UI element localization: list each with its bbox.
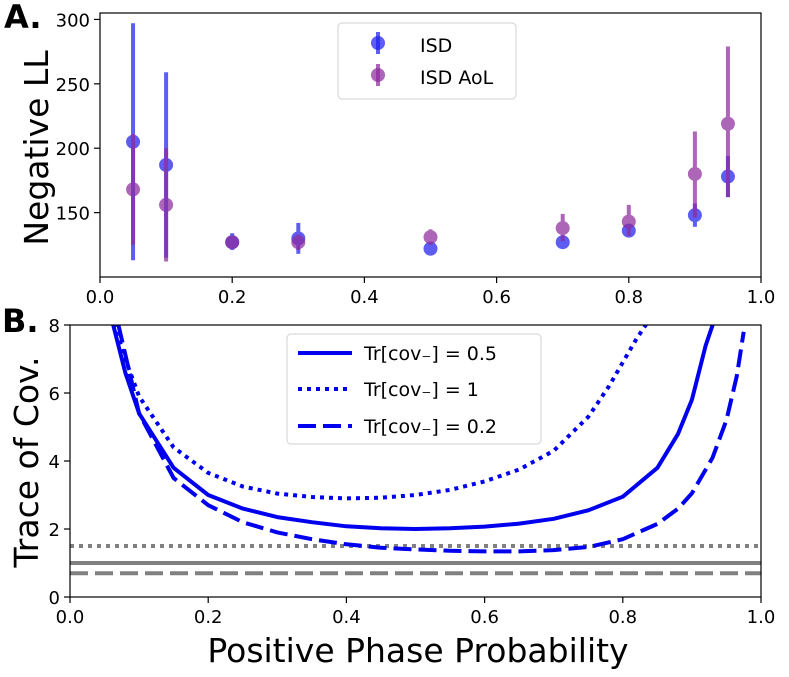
data-point xyxy=(423,241,438,256)
data-point xyxy=(423,230,438,245)
panel-b-x-tick-label: 0.2 xyxy=(194,607,223,628)
panel-b-x-tick-label: 0.8 xyxy=(608,607,637,628)
panel-b-x-tick-label: 0.0 xyxy=(56,607,85,628)
panel-a-y-tick-label: 200 xyxy=(56,139,90,160)
curve-series-2 xyxy=(116,325,746,554)
panel-a-y-tick-label: 250 xyxy=(56,75,90,96)
panel-b-legend: Tr[cov₋] = 0.5 Tr[cov₋] = 1 Tr[cov₋] = 0… xyxy=(286,333,542,445)
panel-a-x-tick-label: 0.8 xyxy=(614,287,643,308)
panel-b-y-tick-label: 6 xyxy=(49,384,60,405)
legend-label-cov-02: Tr[cov₋] = 0.2 xyxy=(363,416,497,438)
panel-b-y-axis-label: Trace of Cov. xyxy=(7,356,46,568)
legend-label-isd-aol: ISD AoL xyxy=(420,67,494,89)
panel-a-x-tick-label: 1.0 xyxy=(747,287,776,308)
legend-label-isd: ISD xyxy=(420,35,452,57)
data-point xyxy=(126,182,141,197)
legend-label-cov-05: Tr[cov₋] = 0.5 xyxy=(363,343,497,365)
data-point xyxy=(555,235,570,250)
data-point xyxy=(225,235,240,250)
curve-series-0 xyxy=(111,325,715,531)
panel-a-label: A. xyxy=(4,0,42,36)
panel-b-y-tick-label: 2 xyxy=(49,520,60,541)
panel-a-y-tick-label: 300 xyxy=(56,10,90,31)
panel-b-x-tick-label: 1.0 xyxy=(747,607,776,628)
panel-a-x-tick-label: 0.4 xyxy=(350,287,379,308)
legend-label-cov-1: Tr[cov₋] = 1 xyxy=(363,379,479,401)
panel-b-label: B. xyxy=(2,302,39,340)
panel-a-x-tick-label: 0.6 xyxy=(482,287,511,308)
panel-b-x-axis-label: Positive Phase Probability xyxy=(207,631,628,670)
panel-a-series-1 xyxy=(126,46,735,262)
panel-a-x-tick-label: 0.2 xyxy=(218,287,247,308)
legend-marker-isd xyxy=(371,36,385,50)
panel-a-y-tick-label: 150 xyxy=(56,204,90,225)
panel-a-y-axis-label: Negative LL xyxy=(17,50,56,246)
panel-a: A. Negative LL 0.0 0.2 0.4 0.6 0.8 1.0 150 200… xyxy=(4,0,775,308)
panel-a-axes-frame xyxy=(99,12,762,278)
curve-series-1 xyxy=(112,325,649,501)
data-point xyxy=(291,235,306,250)
panel-b-y-tick-label: 8 xyxy=(49,316,60,337)
panel-b-x-tick-label: 0.4 xyxy=(332,607,361,628)
panel-b-y-tick-label: 0 xyxy=(49,588,60,609)
legend-marker-isd-aol xyxy=(371,68,385,82)
data-point xyxy=(720,116,735,131)
panel-a-legend: ISD ISD AoL xyxy=(337,22,517,100)
panel-b-y-tick-label: 4 xyxy=(49,452,60,473)
panel-a-x-tick-label: 0.0 xyxy=(86,287,115,308)
data-point xyxy=(687,166,702,181)
panel-b-legend-box xyxy=(286,333,542,445)
data-point xyxy=(159,197,174,212)
data-point xyxy=(555,221,570,236)
data-point xyxy=(621,214,636,229)
panel-b-x-tick-label: 0.6 xyxy=(470,607,499,628)
panel-b: B. Trace of Cov. Positive Phase Probabil… xyxy=(2,302,775,670)
